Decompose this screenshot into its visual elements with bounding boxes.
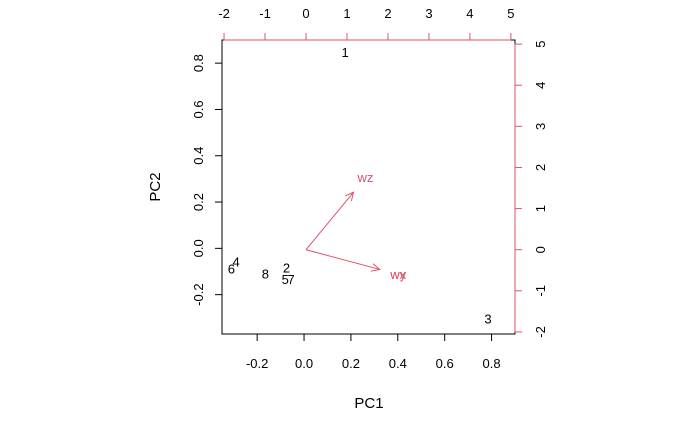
y-tick-label: -0.2 — [191, 283, 206, 305]
y-tick-label: 0.6 — [191, 100, 206, 118]
top-tick-label: 4 — [466, 6, 473, 21]
observation-label: 8 — [262, 266, 269, 281]
y-tick-label: 0.4 — [191, 147, 206, 165]
top-tick-label: 5 — [507, 6, 514, 21]
top-tick-label: 3 — [425, 6, 432, 21]
loading-arrowhead — [345, 191, 355, 202]
right-tick-label: 1 — [533, 205, 548, 212]
y-tick-label: 0.2 — [191, 193, 206, 211]
y-tick-label: 0.8 — [191, 54, 206, 72]
x-tick-label: 0.6 — [436, 356, 454, 371]
right-tick-label: -2 — [533, 326, 548, 338]
top-tick-label: -1 — [259, 6, 271, 21]
right-tick-label: 0 — [533, 246, 548, 253]
observation-label: 2 — [283, 261, 290, 276]
variable-label: wz — [356, 170, 373, 185]
x-tick-label: 0.4 — [389, 356, 407, 371]
observation-label: 4 — [232, 255, 239, 270]
observation-label: 1 — [341, 45, 348, 60]
top-tick-label: 0 — [302, 6, 309, 21]
plot-frame — [221, 39, 516, 335]
loading-arrow — [305, 249, 380, 270]
right-tick-label: 3 — [533, 123, 548, 130]
observation-label: 7 — [288, 272, 295, 287]
loading-arrowhead — [370, 263, 381, 272]
x-tick-label: 0.0 — [295, 356, 313, 371]
right-tick-label: 2 — [533, 164, 548, 171]
y-tick-label: 0.0 — [191, 239, 206, 257]
x-axis-label: PC1 — [354, 395, 383, 412]
top-tick-label: 1 — [343, 6, 350, 21]
loading-arrow — [305, 191, 354, 251]
observation-label: 6 — [228, 262, 235, 277]
y-axis-label: PC2 — [147, 172, 164, 201]
right-tick-label: 5 — [533, 40, 548, 47]
observation-label: 3 — [484, 311, 491, 326]
x-tick-label: 0.8 — [483, 356, 501, 371]
variable-label: wy — [389, 267, 406, 282]
right-tick-label: 4 — [533, 82, 548, 89]
observation-label: 5 — [282, 272, 289, 287]
top-tick-label: -2 — [218, 6, 230, 21]
x-tick-label: 0.2 — [342, 356, 360, 371]
x-tick-label: -0.2 — [246, 356, 268, 371]
variable-label: wx — [389, 267, 406, 282]
top-tick-label: 2 — [384, 6, 391, 21]
right-tick-label: -1 — [533, 285, 548, 297]
